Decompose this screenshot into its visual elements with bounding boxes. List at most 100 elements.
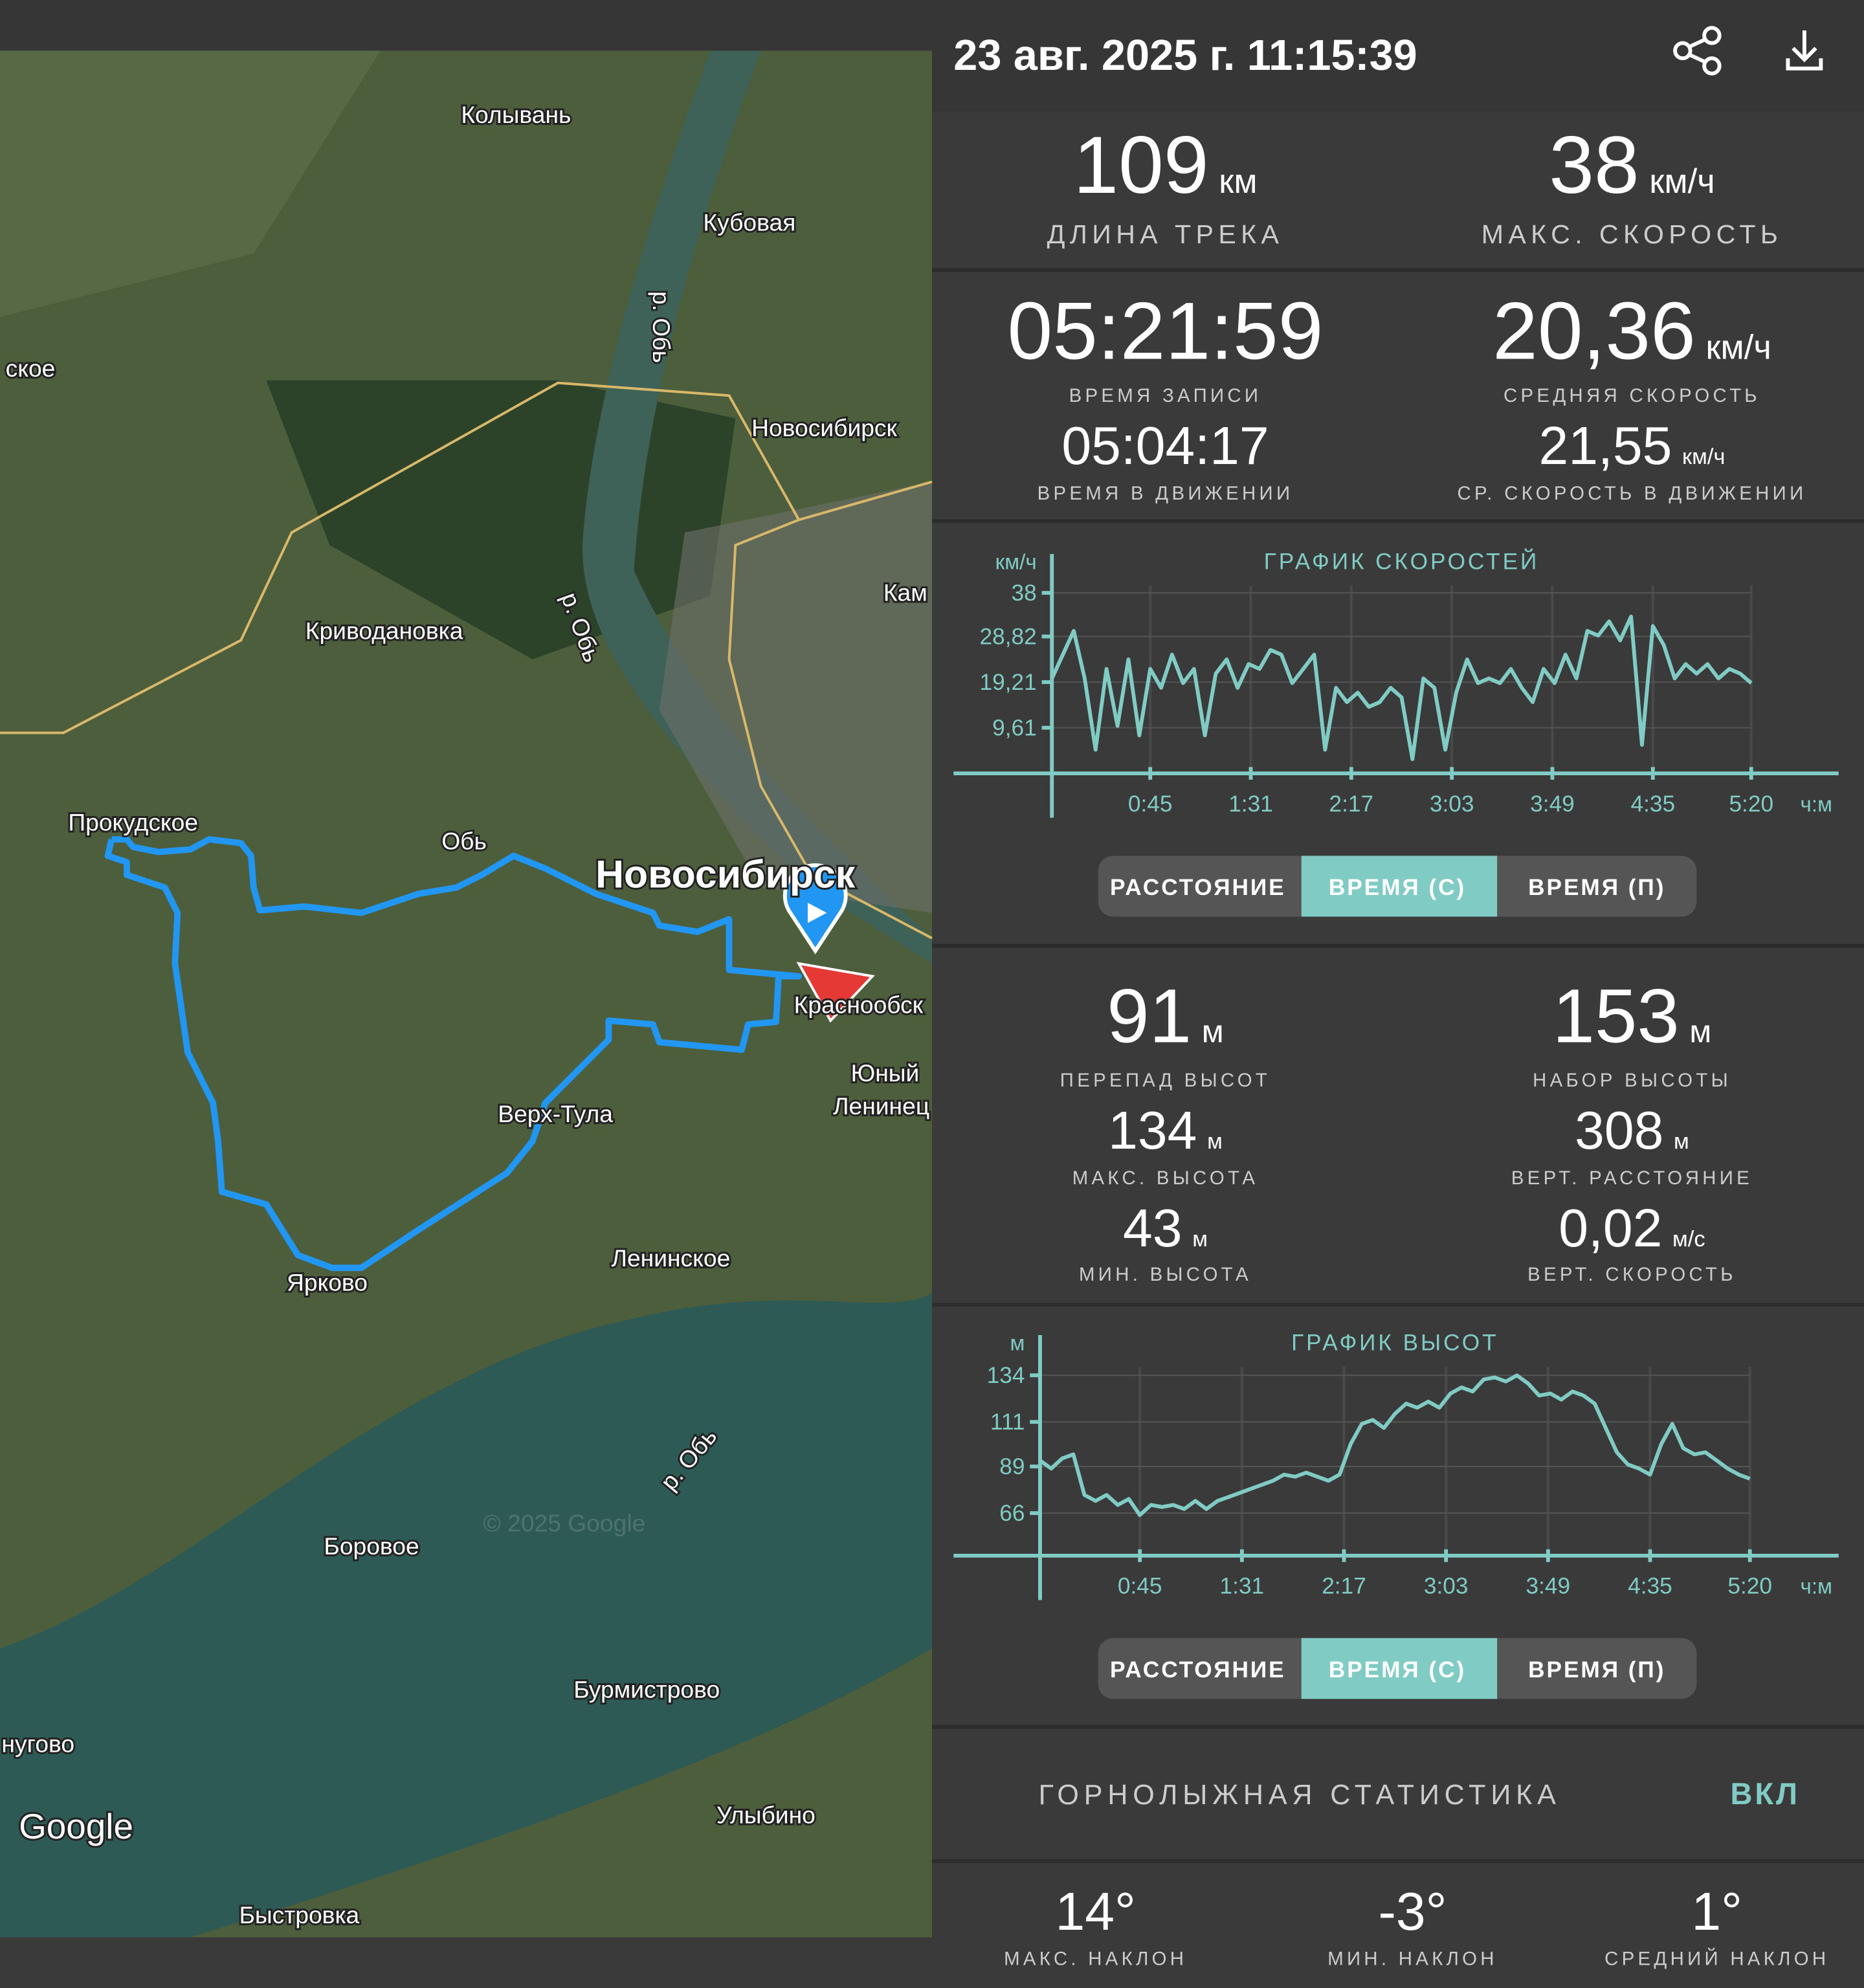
stat-number: 134	[1108, 1101, 1197, 1160]
reservoir	[0, 1293, 932, 1938]
map-label: Криводановка	[305, 617, 463, 644]
map-label: Ленинское	[612, 1244, 731, 1272]
y-tick-label: 134	[987, 1363, 1025, 1388]
boundary	[0, 381, 933, 734]
download-button[interactable]	[1786, 30, 1823, 71]
mode-button[interactable]: ВРЕМЯ (П)	[1528, 875, 1665, 900]
stat-label: СРЕДНЯЯ СКОРОСТЬ	[1503, 385, 1760, 406]
x-tick-label: 0:45	[1128, 791, 1173, 817]
y-tick-label: 9,61	[992, 715, 1037, 740]
mode-button[interactable]: РАССТОЯНИЕ	[1110, 1657, 1286, 1683]
stat-label: МАКС. СКОРОСТЬ	[1481, 219, 1783, 249]
y-unit: м	[1010, 1332, 1025, 1356]
dividers	[932, 268, 1864, 1864]
map-label: Ярково	[287, 1268, 368, 1296]
map-label: Прокудское	[68, 808, 198, 835]
stat-number: 21,55	[1538, 417, 1672, 476]
stat-value: 0,02 м/с	[1559, 1199, 1705, 1258]
map-label: Юный	[851, 1059, 920, 1087]
map[interactable]: Колывань Кубовая р. Обь ское Новосибирск…	[0, 50, 933, 1938]
stat-label: МАКС. ВЫСОТА	[1072, 1167, 1258, 1189]
stat-label: ДЛИНА ТРЕКА	[1047, 219, 1284, 249]
stat-value: 109 км	[1073, 119, 1257, 210]
stat-unit: м	[1192, 1227, 1208, 1252]
x-tick-label: 3:49	[1526, 1574, 1571, 1599]
map-label: р. Обь	[648, 291, 675, 363]
map-label: Улыбино	[716, 1801, 816, 1828]
stat-number: 05:21:59	[1007, 285, 1323, 376]
city	[659, 481, 932, 913]
stat-unit: км	[1219, 162, 1257, 201]
stat-unit: м	[1674, 1129, 1689, 1154]
map-label: Колывань	[461, 101, 571, 128]
stat-unit: м	[1202, 1013, 1224, 1049]
map-watermark: © 2025 Google	[483, 1510, 645, 1537]
stat-number: 153	[1553, 973, 1680, 1058]
stat-label: ВЕРТ. РАССТОЯНИЕ	[1511, 1167, 1753, 1189]
share-button[interactable]	[1673, 26, 1722, 76]
map-label: Бурмистрово	[573, 1675, 720, 1703]
x-tick-label: 2:17	[1329, 791, 1374, 817]
data-line	[1039, 1373, 1751, 1518]
map-label: Быстровка	[239, 1901, 359, 1928]
mode-button[interactable]: ВРЕМЯ (С)	[1329, 875, 1466, 900]
slope-value: 14°	[1056, 1883, 1136, 1941]
field	[0, 50, 381, 317]
slope-value: 1°	[1691, 1883, 1742, 1941]
stat-value: 134 м	[1108, 1101, 1223, 1160]
y-tick-label: 66	[999, 1501, 1025, 1526]
stat-number: 43	[1123, 1199, 1182, 1258]
map-label: Краснообск	[794, 991, 924, 1018]
datetime: 23 авг. 2025 г. 11:15:39	[953, 32, 1417, 80]
slope-value: -3°	[1379, 1883, 1447, 1941]
map-label: Верх-Тула	[498, 1100, 613, 1127]
stat-label: НАБОР ВЫСОТЫ	[1533, 1070, 1731, 1091]
y-tick-label: 111	[990, 1409, 1025, 1435]
stat-label: ВРЕМЯ ЗАПИСИ	[1069, 385, 1262, 406]
stat-number: 308	[1575, 1101, 1663, 1160]
y-tick-label: 38	[1012, 580, 1037, 606]
map-label: Кубовая	[703, 209, 795, 236]
data-line	[1050, 614, 1753, 762]
y-tick-label: 89	[999, 1454, 1025, 1479]
y-unit: км/ч	[995, 551, 1037, 575]
stat-value: 05:21:59	[1007, 285, 1323, 376]
stat-value: 91 м	[1107, 973, 1223, 1058]
mode-button[interactable]: ВРЕМЯ (П)	[1528, 1657, 1665, 1683]
stat-unit: м	[1689, 1013, 1711, 1049]
y-tick-label: 28,82	[980, 624, 1037, 649]
mode-active	[1301, 1638, 1498, 1699]
slope-label: МАКС. НАКЛОН	[1004, 1949, 1187, 1970]
start-icon	[808, 902, 827, 923]
x-tick-label: 4:35	[1628, 1574, 1672, 1599]
map-label: ское	[6, 355, 56, 382]
ski-toggle[interactable]: ВКЛ	[1730, 1776, 1799, 1811]
stat-value: 38 км/ч	[1549, 119, 1714, 210]
stat-value: 153 м	[1553, 973, 1712, 1058]
map-logo: Google	[19, 1806, 133, 1846]
mode-button[interactable]: ВРЕМЯ (С)	[1329, 1657, 1466, 1683]
river	[582, 50, 932, 964]
stat-value: 43 м	[1123, 1199, 1208, 1258]
stat-number: 05:04:17	[1061, 417, 1269, 476]
stat-number: 91	[1107, 973, 1192, 1058]
stat-unit: км/ч	[1682, 445, 1725, 469]
slope-label: МИН. НАКЛОН	[1327, 1949, 1498, 1970]
y-tick-label: 19,21	[980, 670, 1037, 695]
x-tick-label: 2:17	[1322, 1574, 1366, 1599]
x-unit: ч:м	[1801, 793, 1833, 817]
x-tick-label: 0:45	[1118, 1574, 1162, 1599]
stat-unit: км/ч	[1649, 162, 1714, 201]
map-label: Ленинец	[833, 1092, 929, 1120]
stat-label: СР. СКОРОСТЬ В ДВИЖЕНИИ	[1457, 483, 1806, 504]
x-tick-label: 3:49	[1530, 791, 1575, 817]
slope-label: СРЕДНИЙ НАКЛОН	[1604, 1948, 1829, 1970]
mode-button[interactable]: РАССТОЯНИЕ	[1110, 875, 1286, 900]
stat-value: 308 м	[1575, 1101, 1689, 1160]
map-label: нугово	[1, 1730, 74, 1758]
stat-unit: км/ч	[1706, 328, 1771, 366]
mode-active	[1301, 856, 1498, 917]
map-label: Обь	[441, 828, 487, 855]
stat-number: 20,36	[1492, 285, 1696, 376]
x-tick-label: 3:03	[1424, 1574, 1469, 1599]
